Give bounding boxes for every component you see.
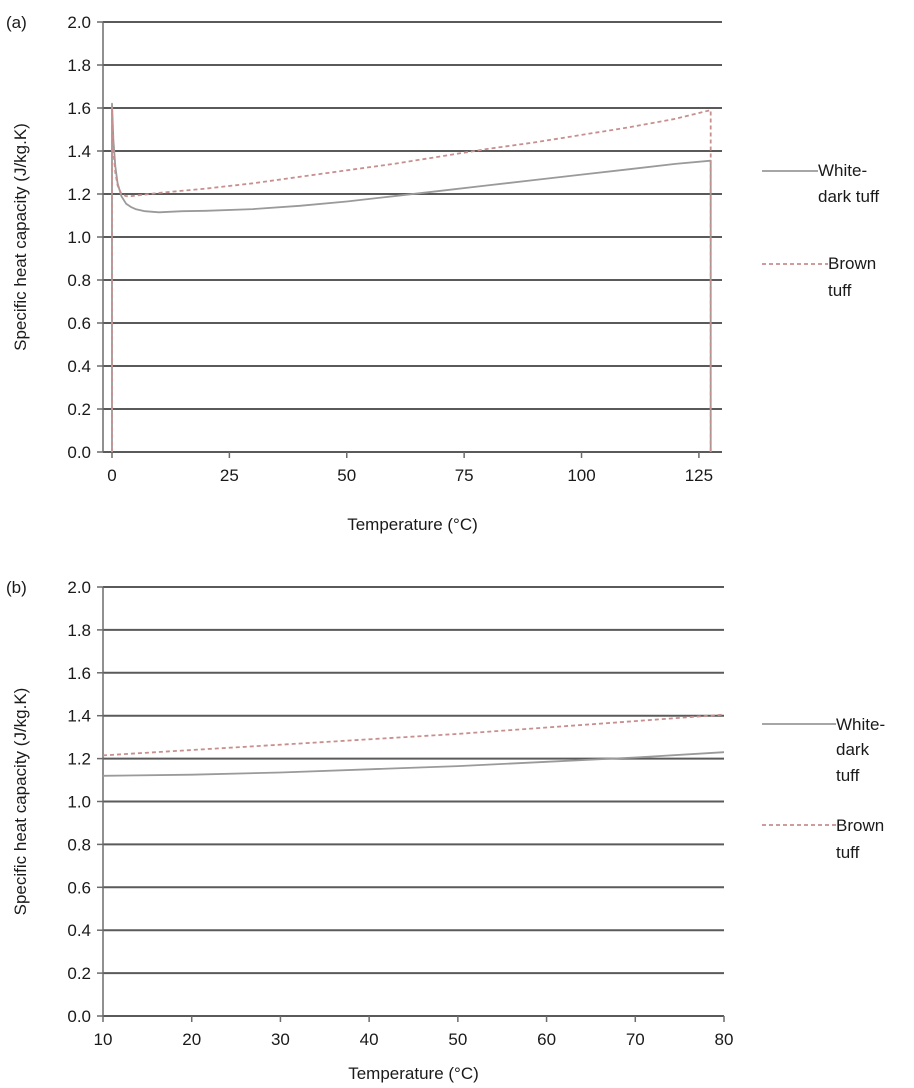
legend-label: dark tuff <box>818 187 879 206</box>
series-line-white-dark-tuff <box>102 751 725 777</box>
x-tick-label: 10 <box>94 1030 113 1049</box>
y-tick-label: 0.8 <box>67 835 91 854</box>
legend-label: White- <box>818 161 867 180</box>
series-line-white-dark-tuff <box>111 102 712 452</box>
y-tick-label: 0.6 <box>67 878 91 897</box>
x-tick-label: 50 <box>448 1030 467 1049</box>
x-tick-label: 125 <box>685 466 713 485</box>
y-tick-label: 1.4 <box>67 142 91 161</box>
y-tick-label: 0.4 <box>67 921 91 940</box>
x-tick-label: 25 <box>220 466 239 485</box>
x-tick-label: 30 <box>271 1030 290 1049</box>
y-tick-label: 0.8 <box>67 271 91 290</box>
panel-label: (b) <box>6 578 27 597</box>
x-tick-label: 50 <box>337 466 356 485</box>
y-tick-label: 1.8 <box>67 621 91 640</box>
y-tick-label: 1.4 <box>67 707 91 726</box>
x-tick-label: 0 <box>107 466 116 485</box>
y-tick-label: 1.6 <box>67 664 91 683</box>
x-tick-label: 75 <box>455 466 474 485</box>
legend-label: Brown <box>836 816 884 835</box>
x-tick-label: 100 <box>567 466 595 485</box>
legend-label: White- <box>836 715 885 734</box>
y-tick-label: 1.0 <box>67 793 91 812</box>
x-axis-title: Temperature (°C) <box>348 1064 479 1083</box>
x-tick-label: 70 <box>626 1030 645 1049</box>
legend-label: tuff <box>836 843 860 862</box>
legend-label: tuff <box>836 766 860 785</box>
chart-panel-b: (b) 0.0 0.2 0.4 0.6 0.8 1.0 1.2 1.4 1.6 1.8 2.0 10 20… <box>6 578 885 1083</box>
y-tick-label: 0.0 <box>67 1007 91 1026</box>
y-tick-label: 0.0 <box>67 443 91 462</box>
y-tick-label: 1.6 <box>67 99 91 118</box>
series-line-brown-tuff <box>102 713 725 757</box>
x-tick-label: 80 <box>715 1030 734 1049</box>
y-tick-label: 0.4 <box>67 357 91 376</box>
legend-label: tuff <box>828 281 852 300</box>
x-tick-label: 40 <box>360 1030 379 1049</box>
y-tick-label: 1.2 <box>67 750 91 769</box>
y-tick-label: 0.2 <box>67 400 91 419</box>
x-tick-label: 20 <box>182 1030 201 1049</box>
y-tick-label: 2.0 <box>67 578 91 597</box>
y-tick-label: 1.8 <box>67 56 91 75</box>
legend-label: dark <box>836 740 870 759</box>
y-axis-title: Specific heat capacity (J/kg.K) <box>11 123 30 351</box>
series-line-brown-tuff <box>111 107 712 452</box>
y-tick-label: 0.2 <box>67 964 91 983</box>
y-tick-label: 1.0 <box>67 228 91 247</box>
chart-panel-a: (a) 0.0 0.2 0.4 0.6 0.8 1.0 1.2 1.4 1.6 1.8 2.0 0 25 5… <box>6 13 879 534</box>
x-tick-label: 60 <box>537 1030 556 1049</box>
x-axis-title: Temperature (°C) <box>347 515 478 534</box>
panel-label: (a) <box>6 13 27 32</box>
y-tick-label: 2.0 <box>67 13 91 32</box>
y-axis-title: Specific heat capacity (J/kg.K) <box>11 688 30 916</box>
legend-label: Brown <box>828 254 876 273</box>
y-tick-label: 1.2 <box>67 185 91 204</box>
y-tick-label: 0.6 <box>67 314 91 333</box>
